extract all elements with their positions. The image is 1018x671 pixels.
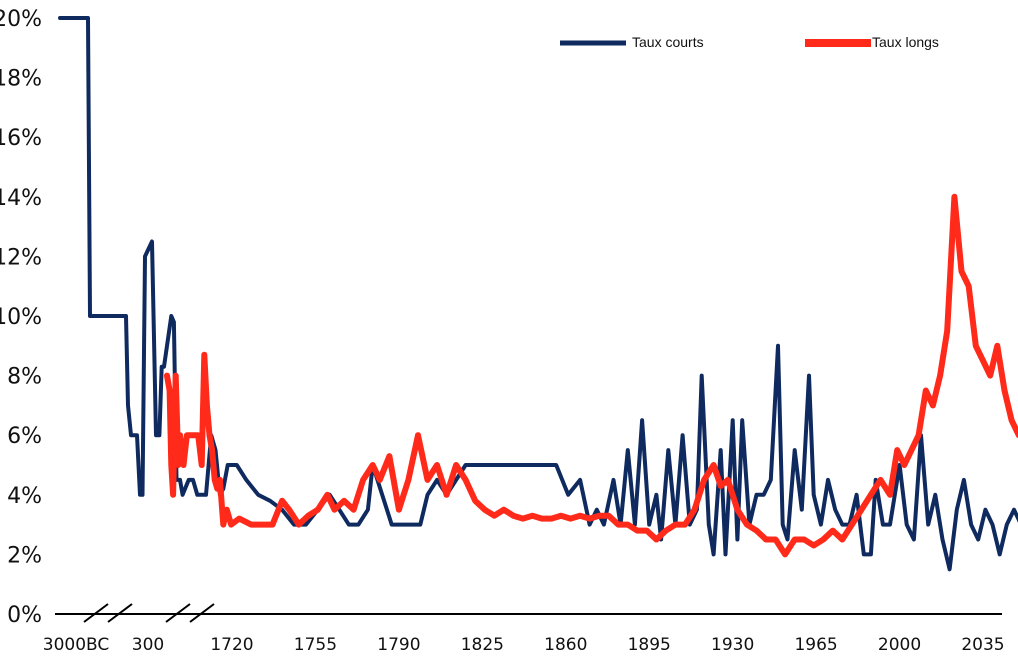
x-tick-label: 1825 — [461, 635, 504, 655]
x-tick-label: 3000BC — [43, 635, 110, 655]
y-tick-label: 16% — [0, 126, 42, 151]
y-tick-label: 12% — [0, 245, 42, 270]
y-tick-label: 8% — [7, 365, 42, 390]
x-axis-ticks: 3000BC 300 1720 1755 1790 1825 1860 1895 1930 196… — [43, 635, 1005, 655]
y-tick-label: 4% — [7, 484, 42, 509]
legend: Taux courts Taux longs — [560, 34, 939, 50]
x-tick-label: 1755 — [294, 635, 337, 655]
x-tick-label: 1895 — [628, 635, 671, 655]
y-tick-label: 6% — [7, 424, 42, 449]
series-lines — [58, 16, 1018, 572]
legend-label-taux-courts: Taux courts — [632, 34, 704, 50]
y-tick-label: 20% — [0, 7, 42, 32]
x-tick-label: 300 — [132, 635, 164, 655]
series-line-taux-courts — [58, 16, 1018, 572]
x-tick-label: 1790 — [377, 635, 420, 655]
x-tick-label: 2035 — [961, 635, 1004, 655]
series-line-taux-longs — [164, 193, 1018, 558]
axis-break-mark — [107, 603, 133, 623]
x-tick-label: 1965 — [794, 635, 837, 655]
y-axis-ticks: 0% 2% 4% 6% 8% 10% 12% 14% 16% 18% 20% — [0, 7, 42, 628]
y-tick-label: 14% — [0, 186, 42, 211]
y-tick-label: 2% — [7, 543, 42, 568]
axis-break-mark — [165, 603, 191, 623]
axis-break-marks — [83, 603, 215, 623]
x-tick-label: 1930 — [711, 635, 754, 655]
axis-break-mark — [189, 603, 215, 623]
x-tick-label: 2000 — [878, 635, 921, 655]
x-tick-label: 1860 — [544, 635, 587, 655]
y-tick-label: 18% — [0, 67, 42, 92]
y-tick-label: 10% — [0, 305, 42, 330]
axis-break-mark — [83, 603, 109, 623]
legend-label-taux-longs: Taux longs — [872, 34, 939, 50]
y-tick-label: 0% — [7, 603, 42, 628]
x-tick-label: 1720 — [210, 635, 253, 655]
